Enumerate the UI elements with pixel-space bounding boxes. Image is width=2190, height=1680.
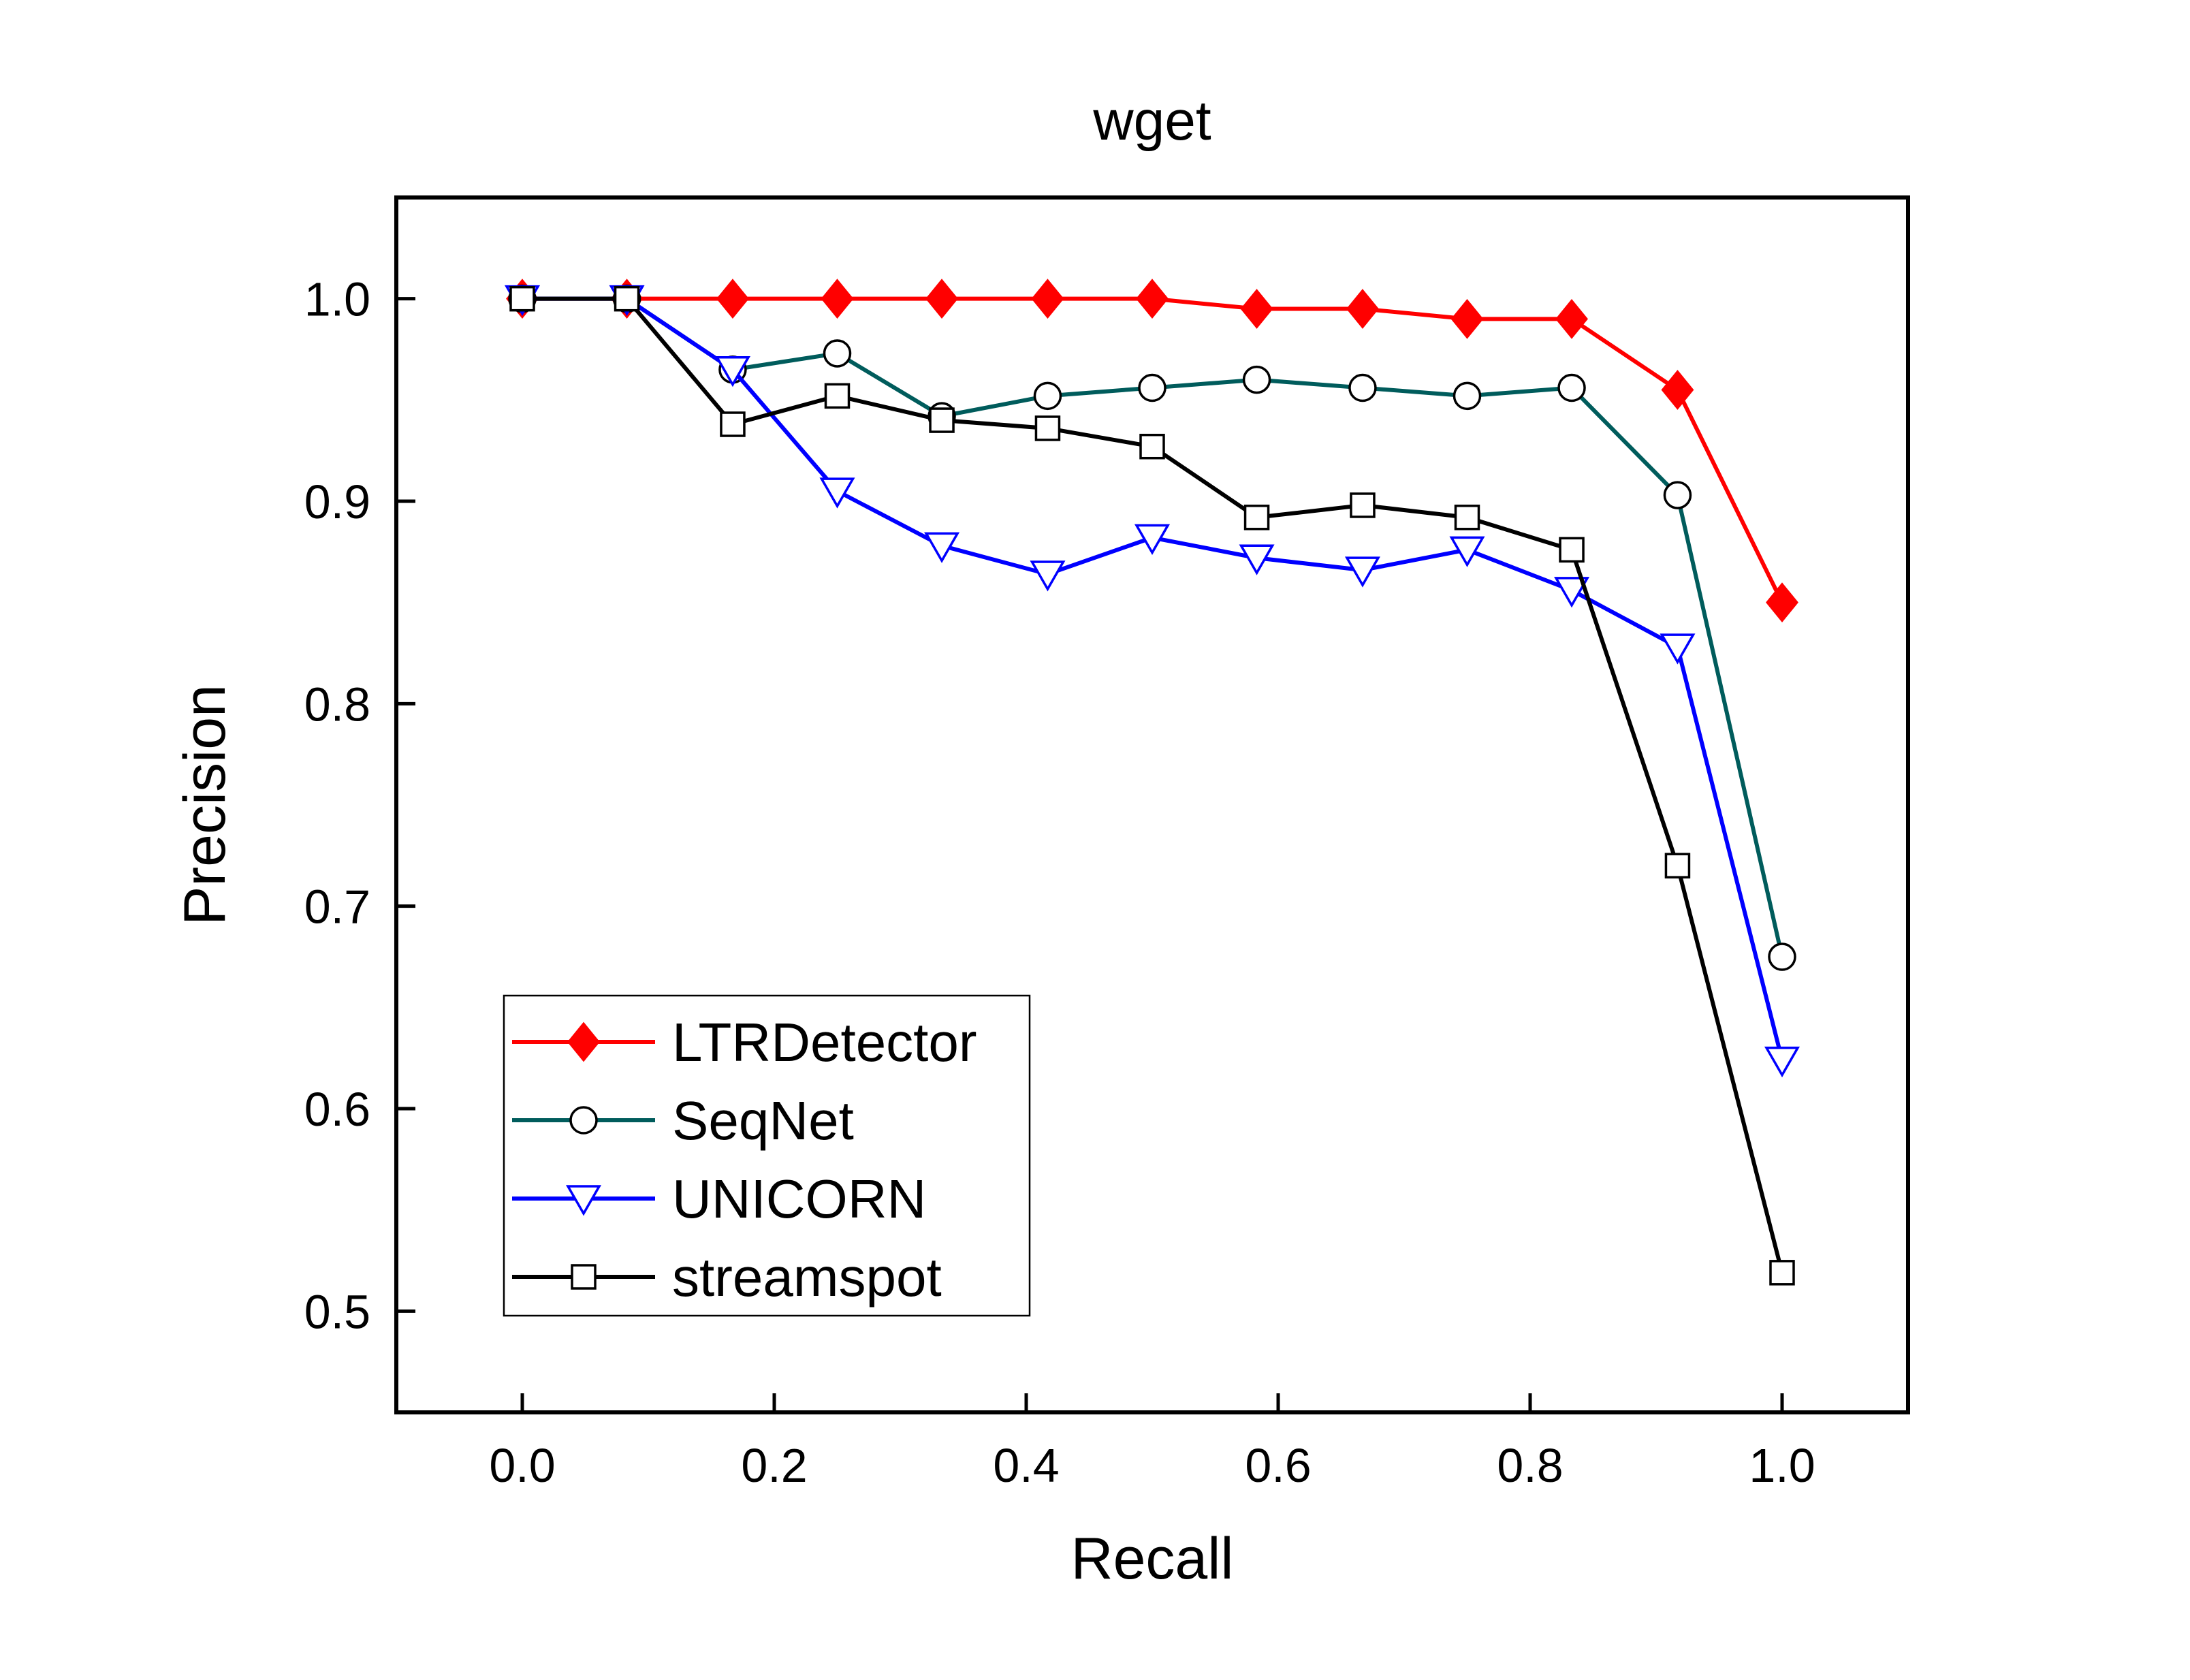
data-point — [1559, 537, 1585, 563]
data-point — [614, 285, 640, 312]
data-point — [1243, 505, 1270, 530]
data-point — [1033, 381, 1062, 411]
x-tick-label: 0.6 — [1245, 1439, 1311, 1492]
data-point — [1450, 299, 1484, 339]
y-tick-label: 0.5 — [304, 1285, 370, 1338]
x-axis-label: Recall — [1071, 1526, 1234, 1591]
data-point — [1769, 1260, 1795, 1286]
x-tick-label: 0.4 — [993, 1439, 1059, 1492]
data-point — [823, 339, 852, 368]
y-tick-label: 1.0 — [304, 273, 370, 326]
x-tick-label: 0.2 — [741, 1439, 807, 1492]
data-point — [720, 411, 746, 437]
y-tick-label: 0.6 — [304, 1083, 370, 1136]
x-tick-label: 0.8 — [1497, 1439, 1563, 1492]
y-tick-label: 0.8 — [304, 678, 370, 731]
legend-item: streamspot — [512, 1247, 942, 1307]
data-point — [1240, 289, 1273, 329]
data-point — [1764, 1046, 1800, 1078]
x-tick-label: 1.0 — [1749, 1439, 1815, 1492]
data-point — [1346, 289, 1379, 329]
data-point — [824, 383, 851, 409]
data-point — [716, 279, 749, 319]
data-point — [1766, 582, 1798, 623]
data-point — [1136, 279, 1169, 319]
data-point — [924, 532, 960, 563]
y-tick-label: 0.9 — [304, 475, 370, 528]
legend-label: streamspot — [672, 1247, 942, 1307]
legend-item: SeqNet — [512, 1090, 854, 1151]
data-point — [1453, 381, 1482, 411]
data-point — [1663, 481, 1692, 509]
data-point — [1344, 556, 1380, 588]
data-point — [1554, 577, 1590, 608]
legend-marker — [569, 1106, 598, 1135]
series-unicorn — [504, 285, 1800, 1078]
data-point — [1139, 433, 1165, 460]
legend-marker — [567, 1021, 600, 1062]
data-point — [714, 355, 750, 387]
x-axis: 0.0 0.2 0.4 0.6 0.8 1.0 — [489, 1393, 1815, 1492]
data-point — [1660, 633, 1696, 665]
data-point — [1134, 524, 1171, 556]
y-axis-label: Precision — [172, 684, 238, 925]
legend-label: SeqNet — [672, 1090, 854, 1151]
data-point — [1031, 279, 1064, 319]
data-point — [1555, 299, 1588, 339]
legend-marker — [571, 1264, 597, 1290]
y-tick-label: 0.7 — [304, 881, 370, 934]
data-point — [1138, 373, 1167, 402]
x-tick-label: 0.0 — [489, 1439, 555, 1492]
data-point — [1768, 942, 1796, 971]
series-line — [522, 296, 1784, 1061]
data-point — [821, 279, 854, 319]
legend-marker — [565, 1185, 602, 1216]
data-point — [1661, 370, 1694, 410]
data-point — [1350, 492, 1376, 518]
data-point — [1348, 373, 1377, 402]
data-point — [1454, 505, 1480, 530]
data-point — [1449, 536, 1485, 567]
chart-title: wget — [1092, 90, 1211, 152]
data-point — [925, 279, 958, 319]
legend-label: LTRDetector — [672, 1012, 977, 1073]
series-streamspot — [509, 285, 1795, 1286]
data-point — [509, 285, 535, 312]
legend: LTRDetector SeqNet UNICORN streamspot — [503, 994, 1031, 1317]
data-point — [819, 477, 855, 509]
data-point — [1034, 415, 1061, 441]
plot-frame — [394, 195, 1910, 1414]
legend-item: LTRDetector — [512, 1012, 977, 1073]
data-point — [1239, 544, 1275, 575]
legend-label: UNICORN — [672, 1169, 926, 1229]
data-point — [1557, 373, 1586, 402]
legend-item: UNICORN — [512, 1169, 926, 1229]
y-axis: 0.5 0.6 0.7 0.8 0.9 1.0 — [304, 273, 415, 1338]
data-point — [1030, 560, 1066, 592]
plot-area — [504, 279, 1800, 1286]
data-point — [1664, 853, 1691, 878]
data-point — [1242, 365, 1271, 394]
data-point — [929, 407, 955, 433]
